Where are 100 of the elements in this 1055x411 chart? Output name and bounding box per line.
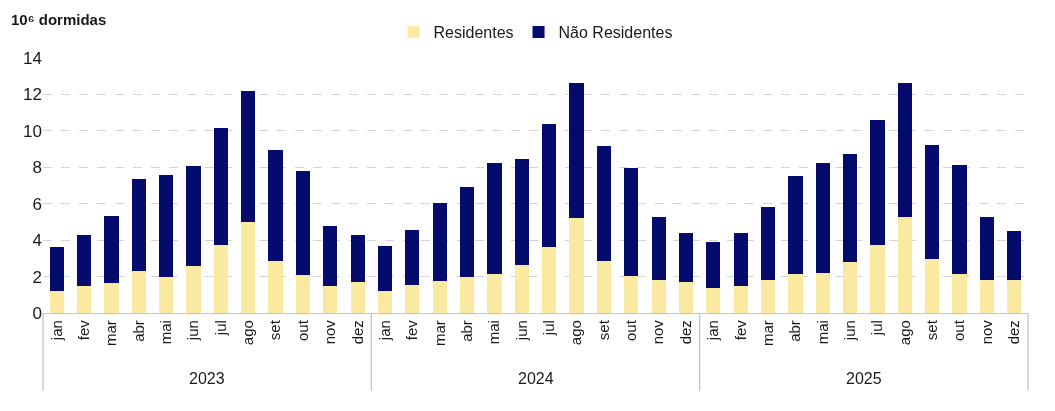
y-tick-label: 12	[23, 85, 42, 105]
x-tick-label: jun	[512, 320, 530, 342]
x-tick-label: jun	[184, 320, 202, 342]
bar	[596, 261, 612, 313]
bar	[678, 282, 694, 313]
bar	[131, 270, 146, 313]
y-tick-label: 10	[23, 121, 42, 141]
bar	[323, 285, 338, 313]
bar	[241, 91, 256, 222]
x-tick-label: jan	[375, 320, 393, 342]
bar	[104, 215, 119, 284]
x-tick-label: ago	[895, 320, 913, 346]
x-tick-label: nov	[649, 319, 667, 345]
x-tick-label: dez	[676, 320, 694, 345]
bar	[159, 174, 174, 277]
bar	[952, 164, 967, 274]
x-tick-label: nov	[321, 319, 339, 345]
bar	[432, 280, 447, 313]
bar	[925, 259, 940, 313]
bar	[843, 262, 858, 313]
x-tick-label: jan	[47, 320, 65, 342]
bar	[870, 245, 885, 313]
bar	[1007, 280, 1022, 313]
bar	[514, 264, 529, 313]
bar	[815, 162, 830, 273]
x-tick-label: dez	[1005, 320, 1023, 345]
x-tick-label: jul	[540, 320, 558, 337]
x-tick-label: mai	[157, 320, 175, 345]
bar	[186, 266, 201, 313]
x-tick-label: set	[594, 319, 612, 341]
bar	[733, 286, 748, 313]
bar	[487, 274, 502, 313]
x-tick-label: mai	[813, 320, 831, 345]
bar	[979, 280, 995, 313]
x-tick-label: nov	[977, 319, 995, 345]
y-tick-label: 14	[23, 48, 42, 68]
bar	[350, 282, 365, 313]
text: 2025	[846, 370, 882, 387]
bar	[760, 206, 776, 281]
bar	[569, 218, 584, 313]
bar	[377, 290, 393, 313]
text: 2023	[189, 370, 225, 387]
bar	[706, 242, 721, 289]
x-tick-label: set	[266, 319, 284, 341]
x-tick-label: out	[293, 319, 311, 342]
bar	[295, 171, 311, 275]
bar	[487, 163, 502, 275]
x-tick-label: mar	[758, 320, 776, 346]
x-tick-label: mar	[430, 320, 448, 346]
bar	[131, 179, 146, 271]
bar	[1007, 231, 1022, 281]
bar	[159, 276, 174, 313]
x-tick-label: ago	[239, 320, 257, 346]
x-tick-label: fev	[74, 319, 92, 341]
x-tick-label: jun	[841, 320, 859, 342]
bar	[870, 119, 885, 246]
x-tick-label: out	[622, 319, 640, 342]
bar	[596, 145, 612, 262]
bar	[678, 233, 694, 283]
bar	[952, 273, 967, 313]
bar	[542, 124, 557, 247]
bar	[624, 275, 639, 313]
x-tick-label: jul	[211, 320, 229, 337]
bar	[925, 144, 940, 260]
bar	[432, 202, 447, 281]
x-tick-label: dez	[348, 320, 366, 345]
x-tick-label: abr	[129, 320, 147, 342]
x-tick-label: set	[923, 319, 941, 341]
bar	[459, 276, 475, 313]
bar	[49, 290, 64, 313]
bar	[350, 235, 365, 283]
bar	[788, 273, 803, 313]
x-tick-label: abr	[457, 320, 475, 342]
bar	[186, 166, 201, 267]
y-tick-label: 6	[32, 194, 42, 214]
bar	[268, 260, 283, 313]
y-tick-label: 8	[32, 158, 42, 178]
bar	[760, 280, 776, 313]
bar	[815, 272, 830, 313]
bar	[542, 246, 557, 313]
x-tick-label: out	[950, 319, 968, 342]
bar	[569, 82, 584, 219]
bar	[788, 175, 803, 274]
bar	[295, 274, 311, 313]
bar	[241, 221, 256, 313]
y-tick-label: 0	[32, 303, 42, 323]
x-tick-label: fev	[731, 319, 749, 341]
bar	[323, 225, 338, 286]
x-tick-label: mai	[485, 320, 503, 345]
bar	[706, 288, 721, 313]
bar	[459, 186, 475, 277]
x-tick-label: mar	[102, 320, 120, 346]
bar	[651, 217, 666, 281]
bar	[213, 128, 228, 246]
x-tick-label: fev	[403, 319, 421, 341]
text: 2024	[518, 370, 554, 387]
bar	[268, 149, 283, 261]
bar	[897, 217, 912, 313]
y-tick-label: 2	[32, 267, 42, 287]
bar	[377, 245, 393, 291]
